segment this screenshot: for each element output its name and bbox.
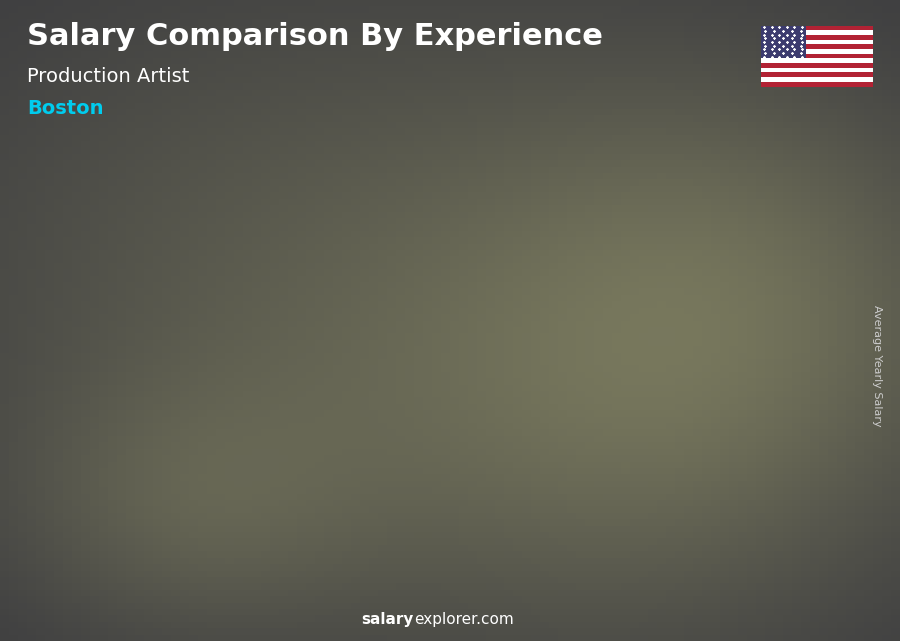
Polygon shape [135,415,143,551]
Text: 85,300 USD: 85,300 USD [251,508,326,521]
Text: < 2 Years: < 2 Years [59,570,140,586]
Bar [391,333,401,551]
Bar [760,72,873,77]
Text: +26%: +26% [138,323,195,341]
Bar [523,295,533,551]
Bar [597,267,608,551]
Bar [656,267,666,551]
Bar [760,26,806,58]
Text: 5 to 10: 5 to 10 [336,570,396,586]
Bar [464,295,533,551]
Bar [788,249,798,551]
Text: 2 to 5: 2 to 5 [208,570,257,586]
Text: Average Yearly Salary: Average Yearly Salary [872,304,883,426]
Bar [760,30,873,35]
Bar [760,68,873,72]
Polygon shape [597,258,675,267]
Polygon shape [798,240,807,551]
Text: 64,700 USD: 64,700 USD [119,515,193,528]
Bar [66,420,135,551]
Polygon shape [729,240,807,249]
Bar [331,333,342,551]
Polygon shape [666,258,675,551]
Text: +32%: +32% [270,268,328,286]
Bar [760,40,873,44]
Bar [760,54,873,58]
Text: Production Artist: Production Artist [27,67,189,87]
Bar [760,63,873,68]
Polygon shape [331,326,410,333]
Bar [729,249,741,551]
Text: salary: salary [362,612,414,627]
Bar [198,385,267,551]
Polygon shape [66,415,143,420]
Bar [729,249,798,551]
Polygon shape [533,287,542,551]
Text: +11%: +11% [536,199,594,217]
Bar [124,420,135,551]
Bar [597,267,666,551]
Bar [198,385,210,551]
Polygon shape [198,379,276,385]
Text: explorer.com: explorer.com [414,612,514,627]
Bar [760,44,873,49]
Bar [331,333,400,551]
Bar [66,420,77,551]
Polygon shape [267,379,276,551]
Bar [760,26,873,30]
Text: 118,000 USD: 118,000 USD [642,498,724,511]
Text: 10 to 15: 10 to 15 [464,570,534,586]
Text: Salary Comparison By Experience: Salary Comparison By Experience [27,22,603,51]
Text: 20+ Years: 20+ Years [721,570,807,586]
Bar [760,35,873,40]
Polygon shape [464,287,542,295]
Bar [760,58,873,63]
Text: 15 to 20: 15 to 20 [596,570,667,586]
Bar [760,82,873,87]
Text: 100,000 USD: 100,000 USD [376,504,459,517]
Text: +18%: +18% [403,229,461,247]
Polygon shape [400,326,410,551]
Text: +6%: +6% [675,179,720,197]
Text: 111,000 USD: 111,000 USD [509,500,591,513]
Bar [464,295,475,551]
Text: Boston: Boston [27,99,104,119]
Bar [760,77,873,82]
Bar [760,49,873,54]
Bar [257,385,267,551]
Text: 51,200 USD: 51,200 USD [0,519,60,531]
